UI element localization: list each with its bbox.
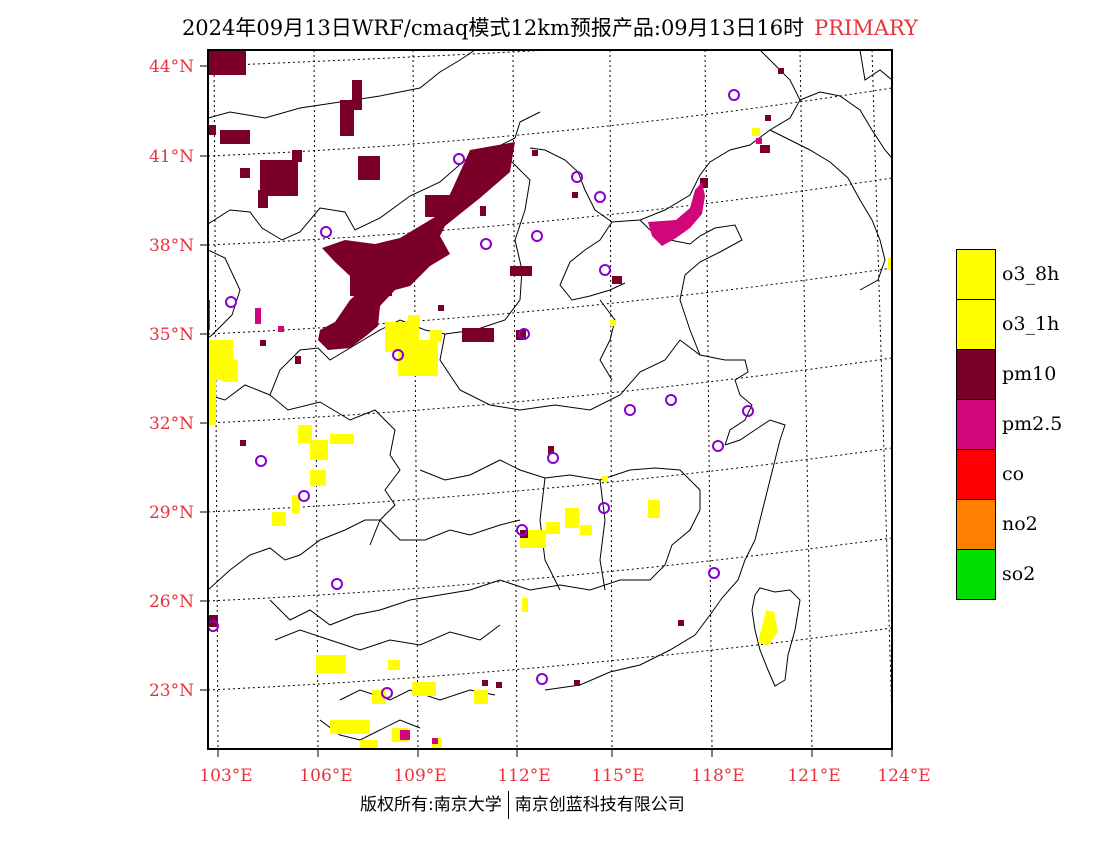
lat-label-44n: 44°N	[149, 57, 194, 77]
station-circle-icon	[594, 191, 606, 203]
lon-label-112e: 112°E	[497, 766, 550, 786]
legend-swatch	[956, 299, 996, 350]
station-circle-icon	[531, 230, 543, 242]
station-circle-icon	[599, 264, 611, 276]
station-circle-icon	[742, 405, 754, 417]
station-circle-icon	[728, 89, 740, 101]
legend-label: so2	[1002, 563, 1036, 585]
legend-label: co	[1002, 463, 1025, 485]
map-background	[208, 50, 892, 749]
map-title: 2024年09月13日WRF/cmaq模式12km预报产品:09月13日16时 P…	[0, 12, 1100, 42]
station-circle-icon	[624, 404, 636, 416]
lon-label-103e: 103°E	[199, 766, 252, 786]
legend-label: o3_1h	[1002, 313, 1060, 335]
station-circle-icon	[518, 328, 530, 340]
copyright-left: 版权所有:南京大学	[360, 795, 502, 815]
legend-label: no2	[1002, 513, 1038, 535]
footer-separator	[507, 791, 509, 819]
station-circle-icon	[598, 502, 610, 514]
lon-label-124e: 124°E	[877, 766, 930, 786]
station-circle-icon	[225, 296, 237, 308]
lon-label-118e: 118°E	[691, 766, 744, 786]
lat-label-26n: 26°N	[149, 592, 194, 612]
station-circle-icon	[547, 452, 559, 464]
station-circle-icon	[320, 226, 332, 238]
station-circle-icon	[392, 349, 404, 361]
station-circle-icon	[708, 567, 720, 579]
lat-label-41n: 41°N	[149, 147, 194, 167]
lon-label-115e: 115°E	[591, 766, 644, 786]
legend-swatch	[956, 249, 996, 300]
lon-label-106e: 106°E	[299, 766, 352, 786]
station-circle-icon	[665, 394, 677, 406]
legend-label: pm10	[1002, 363, 1057, 385]
legend-swatch	[956, 449, 996, 500]
lon-label-121e: 121°E	[787, 766, 840, 786]
lat-label-23n: 23°N	[149, 681, 194, 701]
station-circle-icon	[208, 620, 219, 632]
legend-swatch	[956, 549, 996, 600]
station-circle-icon	[298, 490, 310, 502]
lat-label-35n: 35°N	[149, 325, 194, 345]
pm10-areas	[208, 50, 784, 688]
copyright-footer: 版权所有:南京大学 南京创蓝科技有限公司	[360, 790, 685, 819]
station-circle-icon	[381, 687, 393, 699]
station-circle-icon	[536, 673, 548, 685]
lat-label-38n: 38°N	[149, 236, 194, 256]
title-text: 2024年09月13日WRF/cmaq模式12km预报产品:09月13日16时	[181, 16, 805, 40]
lon-label-109e: 109°E	[393, 766, 446, 786]
station-circle-icon	[516, 524, 528, 536]
lat-label-32n: 32°N	[149, 414, 194, 434]
station-circle-icon	[331, 578, 343, 590]
lat-label-29n: 29°N	[149, 503, 194, 523]
legend-label: o3_8h	[1002, 263, 1060, 285]
legend-swatch	[956, 399, 996, 450]
station-circle-icon	[571, 171, 583, 183]
legend-label: pm2.5	[1002, 413, 1063, 435]
title-tag: PRIMARY	[814, 16, 919, 40]
station-markers	[208, 89, 754, 699]
copyright-right: 南京创蓝科技有限公司	[514, 795, 685, 815]
station-circle-icon	[712, 440, 724, 452]
axis-ticks	[200, 65, 893, 757]
station-circle-icon	[255, 455, 267, 467]
legend-swatch	[956, 499, 996, 550]
legend-swatch	[956, 349, 996, 400]
station-circle-icon	[480, 238, 492, 250]
station-circle-icon	[453, 153, 465, 165]
map-frame	[207, 49, 893, 750]
